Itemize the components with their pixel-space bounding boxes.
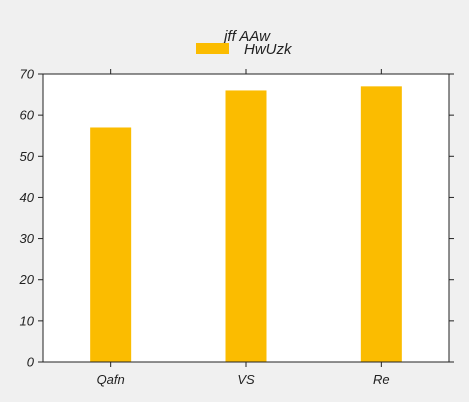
- y-tick-label: 40: [20, 190, 35, 205]
- legend-label: HwUzk: [244, 41, 293, 58]
- legend-title: jff AAw: [222, 28, 271, 45]
- x-axis: Qafn VS Re: [97, 69, 390, 387]
- y-tick-label: 20: [19, 272, 35, 287]
- bar-qafn: [90, 127, 132, 362]
- bar-re: [360, 86, 402, 362]
- bars: [90, 86, 402, 362]
- y-tick-label: 30: [20, 231, 35, 246]
- y-tick-label: 10: [20, 313, 35, 328]
- y-tick-label: 50: [20, 149, 35, 164]
- plot-frame: [42, 73, 450, 363]
- x-tick-label: VS: [237, 372, 255, 387]
- y-tick-label: 70: [20, 67, 35, 82]
- y-tick-label: 0: [27, 355, 35, 370]
- legend: jff AAw HwUzk: [196, 28, 293, 58]
- bar-vs: [225, 90, 267, 362]
- y-tick-label: 60: [20, 108, 35, 123]
- x-tick-label: Re: [373, 372, 390, 387]
- x-tick-label: Qafn: [97, 372, 125, 387]
- legend-swatch: [196, 43, 229, 54]
- y-axis: 0 10 20 30 40 50 60 70: [19, 67, 454, 370]
